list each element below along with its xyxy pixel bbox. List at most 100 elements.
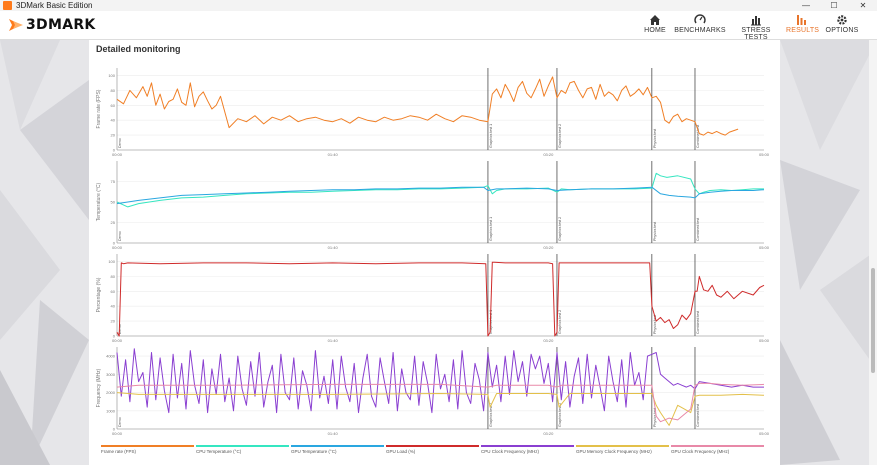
y-tick-label: 60 (111, 103, 116, 108)
y-tick-label: 50 (111, 200, 116, 205)
brand-logo-mark-icon (9, 19, 23, 31)
x-tick-label: 05:00 (759, 431, 770, 436)
y-tick-label: 80 (111, 274, 116, 279)
segment-marker-label: Graphics test 1 (489, 310, 493, 334)
segment-marker-label: Graphics test 2 (558, 124, 562, 148)
segment-marker-label: Demo (118, 417, 122, 427)
y-tick-label: 60 (111, 289, 116, 294)
series-line-gpu-memory-clock-frequency-mhz (116, 392, 765, 426)
legend-label: Frame rate (FPS) (101, 449, 137, 454)
y-tick-label: 80 (111, 88, 116, 93)
x-tick-label: 00:00 (112, 338, 123, 343)
title-bar: 3DMark Basic Edition — ☐ ✕ (0, 0, 877, 11)
segment-marker-label: Combined test (696, 311, 700, 334)
y-tick-label: 20 (111, 133, 116, 138)
segment-marker-label: Combined test (696, 218, 700, 241)
y-tick-label: 3000 (106, 372, 116, 377)
gear-icon (837, 15, 847, 25)
brand-name: 3DMARK (26, 17, 96, 33)
legend-item-cpu-temperature: CPU Temperature (°C) (196, 445, 289, 454)
nav-benchmarks[interactable]: BENCHMARKS (674, 11, 726, 39)
segment-marker-label: Physics test (653, 222, 657, 241)
vertical-scrollbar[interactable] (869, 40, 877, 465)
x-tick-label: 05:00 (759, 152, 770, 157)
segment-marker-label: Demo (118, 138, 122, 148)
y-tick-label: 0 (113, 148, 116, 153)
legend-item-gpu-temperature: GPU Temperature (°C) (291, 445, 384, 454)
segment-marker-label: Graphics test 1 (489, 403, 493, 427)
minimize-button[interactable]: — (802, 1, 810, 10)
legend-item-gpu-memory-clock: GPU Memory Clock Frequency (MHz) (576, 445, 669, 454)
nav-options-label: OPTIONS (825, 27, 859, 34)
segment-marker-label: Combined test (696, 125, 700, 148)
nav-results-label: RESULTS (786, 27, 820, 34)
y-tick-label: 100 (108, 259, 115, 264)
x-tick-label: 00:00 (112, 431, 123, 436)
segment-marker-label: Graphics test 2 (558, 403, 562, 427)
stress-tests-icon (751, 16, 761, 26)
x-tick-label: 05:00 (759, 245, 770, 250)
series-line-gpu-clock-frequency-mhz (116, 382, 765, 423)
maximize-button[interactable]: ☐ (830, 1, 838, 10)
nav-results[interactable]: RESULTS (786, 11, 820, 39)
y-tick-label: 1000 (106, 408, 116, 413)
series-line-gpu-load (116, 261, 765, 337)
series-line-gpu-temperature-c (116, 186, 765, 205)
y-tick-label: 75 (111, 179, 116, 184)
nav-stress-tests[interactable]: STRESS TESTS (731, 11, 781, 41)
legend-item-frame-rate: Frame rate (FPS) (101, 445, 194, 454)
nav-home-label: HOME (644, 27, 666, 34)
y-axis-label: Percentage (%) (96, 277, 102, 312)
x-tick-label: 00:00 (112, 152, 123, 157)
detailed-monitoring-panel: Detailed monitoring 0 20 40 60 80 100 Frame ra… (89, 40, 780, 465)
legend-item-gpu-clock: GPU Clock Frequency (MHz) (671, 445, 764, 454)
x-tick-label: 03:20 (543, 338, 554, 343)
x-tick-label: 01:40 (328, 338, 339, 343)
x-tick-label: 00:00 (112, 245, 123, 250)
legend-label: GPU Memory Clock Frequency (MHz) (576, 449, 652, 454)
segment-marker-label: Combined test (696, 404, 700, 427)
y-tick-label: 0 (113, 427, 116, 432)
nav-options[interactable]: OPTIONS (824, 11, 860, 39)
series-line-cpu-clock-frequency-mhz (116, 348, 764, 414)
y-axis-label: Frame rate (FPS) (96, 89, 102, 128)
legend-label: GPU Clock Frequency (MHz) (671, 449, 730, 454)
window-title: 3DMark Basic Edition (16, 1, 93, 10)
y-tick-label: 2000 (106, 390, 116, 395)
nav-home[interactable]: HOME (640, 11, 670, 39)
legend-label: GPU Load (%) (386, 449, 416, 454)
segment-marker-label: Graphics test 1 (489, 217, 493, 241)
home-icon (650, 15, 660, 25)
legend-label: CPU Temperature (°C) (196, 449, 242, 454)
y-axis-label: Temperature (°C) (96, 182, 102, 221)
legend-item-gpu-load: GPU Load (%) (386, 445, 479, 454)
legend-item-cpu-clock: CPU Clock Frequency (MHz) (481, 445, 574, 454)
benchmarks-gauge-icon (694, 14, 706, 24)
y-axis-label: Frequency (MHz) (96, 368, 102, 407)
close-button[interactable]: ✕ (859, 1, 867, 10)
scrollbar-thumb[interactable] (871, 268, 875, 373)
legend-label: GPU Temperature (°C) (291, 449, 337, 454)
y-tick-label: 40 (111, 118, 116, 123)
y-tick-label: 4000 (106, 354, 116, 359)
x-tick-label: 01:40 (328, 152, 339, 157)
section-title: Detailed monitoring (96, 44, 181, 54)
app-icon (3, 1, 12, 10)
segment-marker-label: Graphics test 1 (489, 124, 493, 148)
segment-marker-label: Graphics test 2 (558, 310, 562, 334)
x-tick-label: 03:20 (543, 152, 554, 157)
nav-benchmarks-label: BENCHMARKS (674, 27, 726, 34)
segment-marker-label: Graphics test 2 (558, 217, 562, 241)
segment-marker-label: Physics test (653, 408, 657, 427)
y-tick-label: 40 (111, 304, 116, 309)
x-tick-label: 05:00 (759, 338, 770, 343)
segment-marker-label: Physics test (653, 129, 657, 148)
y-tick-label: 20 (111, 319, 116, 324)
segment-marker-label: Demo (118, 324, 122, 334)
app-header: 3DMARK HOME BENCHMARKS STRESS TESTS RESU… (0, 11, 877, 41)
legend-label: CPU Clock Frequency (MHz) (481, 449, 540, 454)
nav-stress-tests-label: STRESS TESTS (741, 27, 771, 41)
x-tick-label: 01:40 (328, 245, 339, 250)
segment-marker-label: Physics test (653, 315, 657, 334)
